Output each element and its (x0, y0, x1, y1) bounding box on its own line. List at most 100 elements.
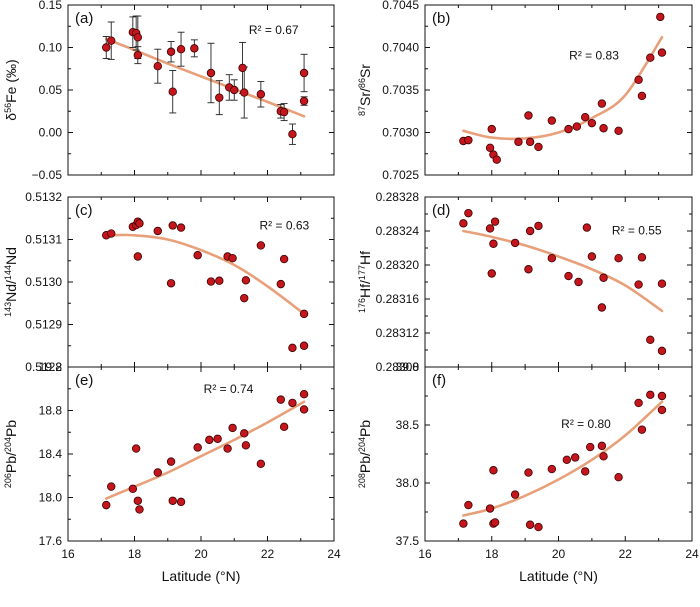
y-tick-label: 38.5 (396, 418, 420, 432)
data-point (131, 444, 141, 453)
y-axis-title-text: Pb (357, 420, 373, 437)
data-point (485, 224, 495, 233)
y-tick-label: 0.5132 (25, 190, 62, 204)
y-tick-label: 0.28328 (376, 190, 420, 204)
plot-frame (67, 366, 335, 542)
data-point (107, 482, 116, 491)
data-point (153, 468, 162, 477)
data-point (176, 497, 186, 507)
data-point (597, 441, 607, 451)
y-axis-title-superscript: 87 (357, 106, 367, 116)
y-axis-title-superscript: 176 (357, 298, 367, 313)
data-point (564, 271, 573, 281)
y-tick-label: 17.6 (39, 534, 63, 548)
data-point (241, 441, 251, 450)
y-tick-label: 0.00 (39, 126, 63, 140)
data-point (213, 434, 222, 443)
data-point (459, 519, 468, 528)
data-point (485, 504, 495, 513)
fit-curve (462, 229, 664, 313)
data-point (166, 279, 176, 288)
panel-label: (d) (432, 202, 450, 219)
data-point (288, 398, 297, 408)
data-point (464, 208, 473, 218)
data-point (581, 112, 590, 122)
data-point (135, 219, 144, 228)
data-point (547, 254, 557, 263)
data-point (238, 63, 247, 73)
data-point (279, 107, 289, 117)
data-point (215, 276, 224, 285)
plot-frame (424, 4, 693, 176)
data-point (176, 45, 186, 54)
data-point (135, 505, 144, 514)
r2-label: R² = 0.80 (561, 417, 611, 431)
y-tick-label: 39.0 (396, 360, 420, 374)
data-point (547, 464, 557, 474)
data-point (279, 254, 289, 264)
y-tick-label: 0.10 (39, 41, 63, 55)
data-point (464, 500, 473, 510)
data-point (102, 500, 111, 510)
y-tick-label: 0.7030 (382, 126, 419, 140)
data-point (657, 48, 667, 57)
y-tick-label: 0.05 (39, 83, 63, 97)
data-point (634, 280, 643, 289)
fit-curve (104, 37, 306, 118)
y-axis-title-text: Pb/ (357, 452, 373, 473)
x-tick-label: 20 (552, 547, 566, 561)
data-point (657, 391, 667, 401)
data-point (133, 252, 143, 261)
data-point (564, 124, 573, 134)
x-axis-title: Latitude (°N) (162, 568, 241, 584)
data-point (485, 143, 495, 152)
x-tick-label: 22 (261, 547, 275, 561)
r2-label: R² = 0.55 (612, 223, 662, 237)
data-point (510, 238, 520, 248)
data-point (276, 279, 285, 289)
y-axis-title-text: Nd (3, 247, 19, 265)
data-point (646, 390, 655, 400)
y-tick-label: 18.8 (39, 404, 63, 418)
x-tick-label: 24 (685, 547, 699, 561)
data-point (193, 251, 202, 260)
data-point (230, 85, 239, 95)
y-tick-label: 0.5131 (25, 233, 62, 247)
data-point (288, 343, 297, 353)
data-point (193, 443, 202, 452)
y-tick-label: 0.7035 (382, 83, 419, 97)
data-point (599, 273, 608, 282)
data-point (299, 405, 309, 414)
data-point (510, 490, 520, 499)
y-tick-label: 0.5129 (25, 318, 62, 332)
data-point (102, 43, 111, 52)
panel-label: (b) (432, 10, 450, 27)
y-axis-title-text: Pb (3, 420, 19, 437)
data-point (133, 496, 143, 505)
y-tick-label: 0.7040 (382, 41, 419, 55)
data-point (487, 124, 496, 134)
y-axis-title: 208Pb/204Pb (357, 420, 373, 488)
data-point (133, 50, 143, 60)
y-axis-title-text: Sr/ (357, 88, 373, 106)
y-axis-title-text: Pb/ (3, 452, 19, 473)
data-point (657, 405, 667, 415)
data-point (489, 239, 498, 248)
data-point (168, 496, 177, 505)
data-point (299, 389, 309, 399)
panel-b: 0.7025 0.7030 0.7035 0.7040 0.7045 87Sr/86Sr (… (357, 0, 693, 182)
data-point (288, 129, 297, 139)
y-tick-label: 0.28312 (376, 326, 420, 340)
data-point (597, 303, 607, 312)
data-point (276, 395, 285, 404)
x-tick-label: 24 (327, 547, 341, 561)
y-axis-title-superscript: 206 (3, 473, 13, 488)
data-point (166, 457, 176, 466)
data-point (524, 468, 533, 477)
r2-label: R² = 0.67 (249, 23, 299, 37)
y-tick-label: 0.28320 (376, 258, 420, 272)
y-axis-title-text: Sr (357, 64, 373, 78)
y-axis-title-superscript: 208 (357, 473, 367, 488)
x-tick-label: 20 (194, 547, 208, 561)
data-point (586, 442, 595, 452)
